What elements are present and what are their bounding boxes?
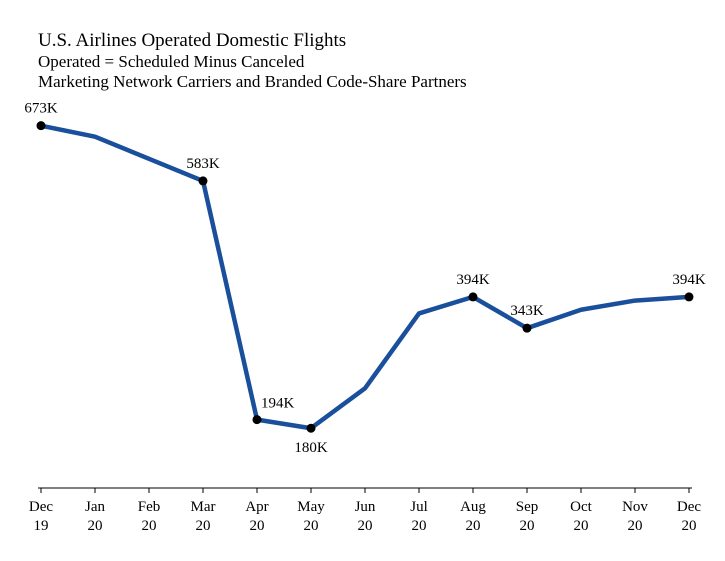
x-tick-label-year: 20 [196,518,211,534]
x-tick-label-year: 20 [628,518,643,534]
chart-subtitle-1: Operated = Scheduled Minus Canceled [38,52,305,71]
data-point-marker [36,121,46,131]
data-label: 180K [294,440,328,456]
x-tick-label-month: Sep [516,499,539,515]
x-tick-label-month: Aug [460,499,486,515]
x-tick-label-month: Feb [138,499,161,515]
x-tick-label-month: Jul [410,499,428,515]
x-tick-label-year: 20 [304,518,319,534]
x-tick-label-month: Dec [29,499,53,515]
x-tick-label-month: Dec [677,499,701,515]
x-tick-label-month: Mar [191,499,216,515]
chart-subtitle-2: Marketing Network Carriers and Branded C… [38,72,467,91]
data-label: 194K [261,396,295,412]
data-label: 583K [186,156,220,172]
x-tick-label-month: May [297,499,325,515]
data-point-marker [468,292,478,302]
data-label: 394K [456,272,490,288]
data-point-marker [306,423,316,433]
x-tick-label-year: 20 [520,518,535,534]
data-label: 673K [24,101,58,117]
data-point-marker [198,176,208,186]
x-tick-label-year: 19 [34,518,49,534]
x-tick-label-year: 20 [682,518,697,534]
x-tick-label-year: 20 [574,518,589,534]
x-tick-label-month: Apr [245,499,268,515]
series-line [38,123,692,431]
x-tick-label-year: 20 [412,518,427,534]
chart-titles: U.S. Airlines Operated Domestic Flights … [38,30,467,92]
x-tick-label-month: Oct [570,499,592,515]
x-tick-label-year: 20 [142,518,157,534]
data-point-marker [684,292,694,302]
x-tick-label-month: Jun [355,499,376,515]
x-tick-label-year: 20 [466,518,481,534]
data-label: 343K [510,303,544,319]
data-point-marker [252,415,262,425]
x-tick-label-year: 20 [358,518,373,534]
chart-title: U.S. Airlines Operated Domestic Flights [38,30,347,51]
x-tick-label-month: Jan [85,499,105,515]
x-tick-label-year: 20 [88,518,103,534]
data-label: 394K [672,272,706,288]
x-tick-label-year: 20 [250,518,265,534]
data-point-marker [522,323,532,333]
x-tick-label-month: Nov [622,499,648,515]
